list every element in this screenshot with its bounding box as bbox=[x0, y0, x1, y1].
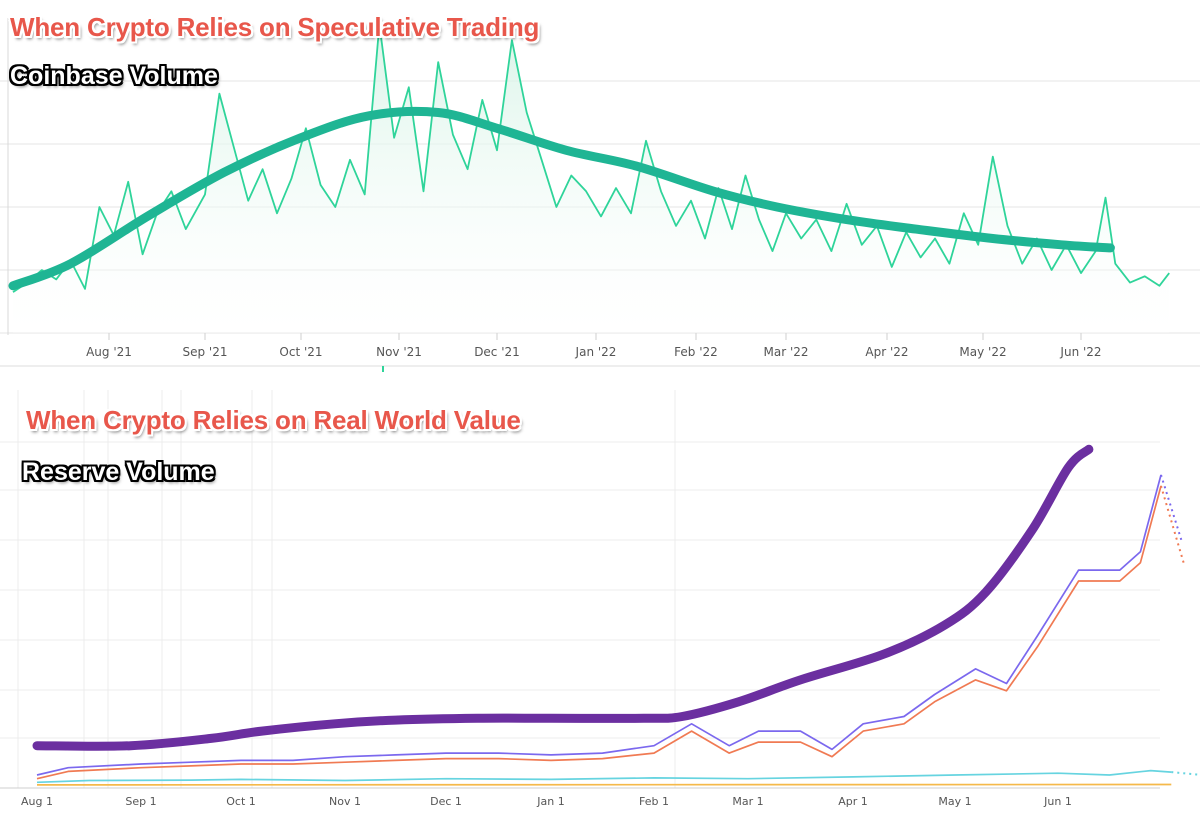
top-x-tick-label: Nov '21 bbox=[376, 345, 422, 359]
series-a-forecast bbox=[1160, 474, 1183, 542]
top-subhead: Coinbase Volume bbox=[10, 62, 218, 90]
top-x-tick-label: Mar '22 bbox=[763, 345, 808, 359]
top-x-tick-label: Aug '21 bbox=[86, 345, 132, 359]
bottom-subhead: Reserve Volume bbox=[22, 458, 215, 486]
reserve-series-line bbox=[36, 485, 1162, 780]
top-x-tick-label: Sep '21 bbox=[183, 345, 228, 359]
bottom-x-tick-label: Jan 1 bbox=[536, 795, 564, 808]
series-b-forecast bbox=[1160, 485, 1186, 567]
reserve-trend-line bbox=[32, 444, 1094, 751]
top-x-tick-label: Dec '21 bbox=[474, 345, 520, 359]
reserve-dotted-tails bbox=[1160, 474, 1200, 776]
reserve-volume-chart: Aug 1 Sep 1 Oct 1 Nov 1 Dec 1 Jan 1 Feb 1 Mar 1… bbox=[0, 390, 1200, 808]
panel-divider bbox=[0, 372, 1200, 378]
bottom-x-tick-label: Sep 1 bbox=[125, 795, 156, 808]
bottom-headline: When Crypto Relies on Real World Value bbox=[26, 405, 521, 435]
top-x-tick-label: Oct '21 bbox=[279, 345, 322, 359]
volume-area bbox=[13, 24, 1170, 334]
bottom-x-tick-label: Dec 1 bbox=[430, 795, 462, 808]
top-x-tick-label: Feb '22 bbox=[674, 345, 718, 359]
bottom-grid bbox=[0, 390, 1160, 789]
bottom-x-tick-label: Mar 1 bbox=[732, 795, 763, 808]
bottom-x-tick-label: Nov 1 bbox=[329, 795, 361, 808]
bottom-x-tick-label: Jun 1 bbox=[1043, 795, 1072, 808]
top-x-tick-label: May '22 bbox=[959, 345, 1006, 359]
top-x-tick-label: Apr '22 bbox=[865, 345, 908, 359]
series-c-forecast bbox=[1171, 771, 1200, 776]
volume-line bbox=[12, 23, 1170, 293]
bottom-x-tick-label: Oct 1 bbox=[226, 795, 256, 808]
bottom-x-tick-label: Feb 1 bbox=[639, 795, 669, 808]
coinbase-volume-chart: Aug '21 Sep '21 Oct '21 Nov '21 Dec '21 Jan '… bbox=[0, 18, 1200, 372]
reserve-series-line bbox=[36, 474, 1162, 776]
bottom-x-tick-label: Aug 1 bbox=[21, 795, 53, 808]
top-x-axis: Aug '21 Sep '21 Oct '21 Nov '21 Dec '21 Jan '… bbox=[86, 333, 1102, 359]
bottom-x-tick-label: Apr 1 bbox=[838, 795, 868, 808]
top-headline: When Crypto Relies on Speculative Tradin… bbox=[10, 12, 540, 42]
top-x-tick-label: Jan '22 bbox=[575, 345, 617, 359]
top-x-tick-label: Jun '22 bbox=[1059, 345, 1101, 359]
bottom-x-tick-label: May 1 bbox=[938, 795, 971, 808]
reserve-series-line bbox=[36, 769, 1172, 784]
trend-line bbox=[8, 106, 1115, 291]
bottom-x-axis: Aug 1 Sep 1 Oct 1 Nov 1 Dec 1 Jan 1 Feb 1 Mar 1… bbox=[21, 795, 1072, 808]
